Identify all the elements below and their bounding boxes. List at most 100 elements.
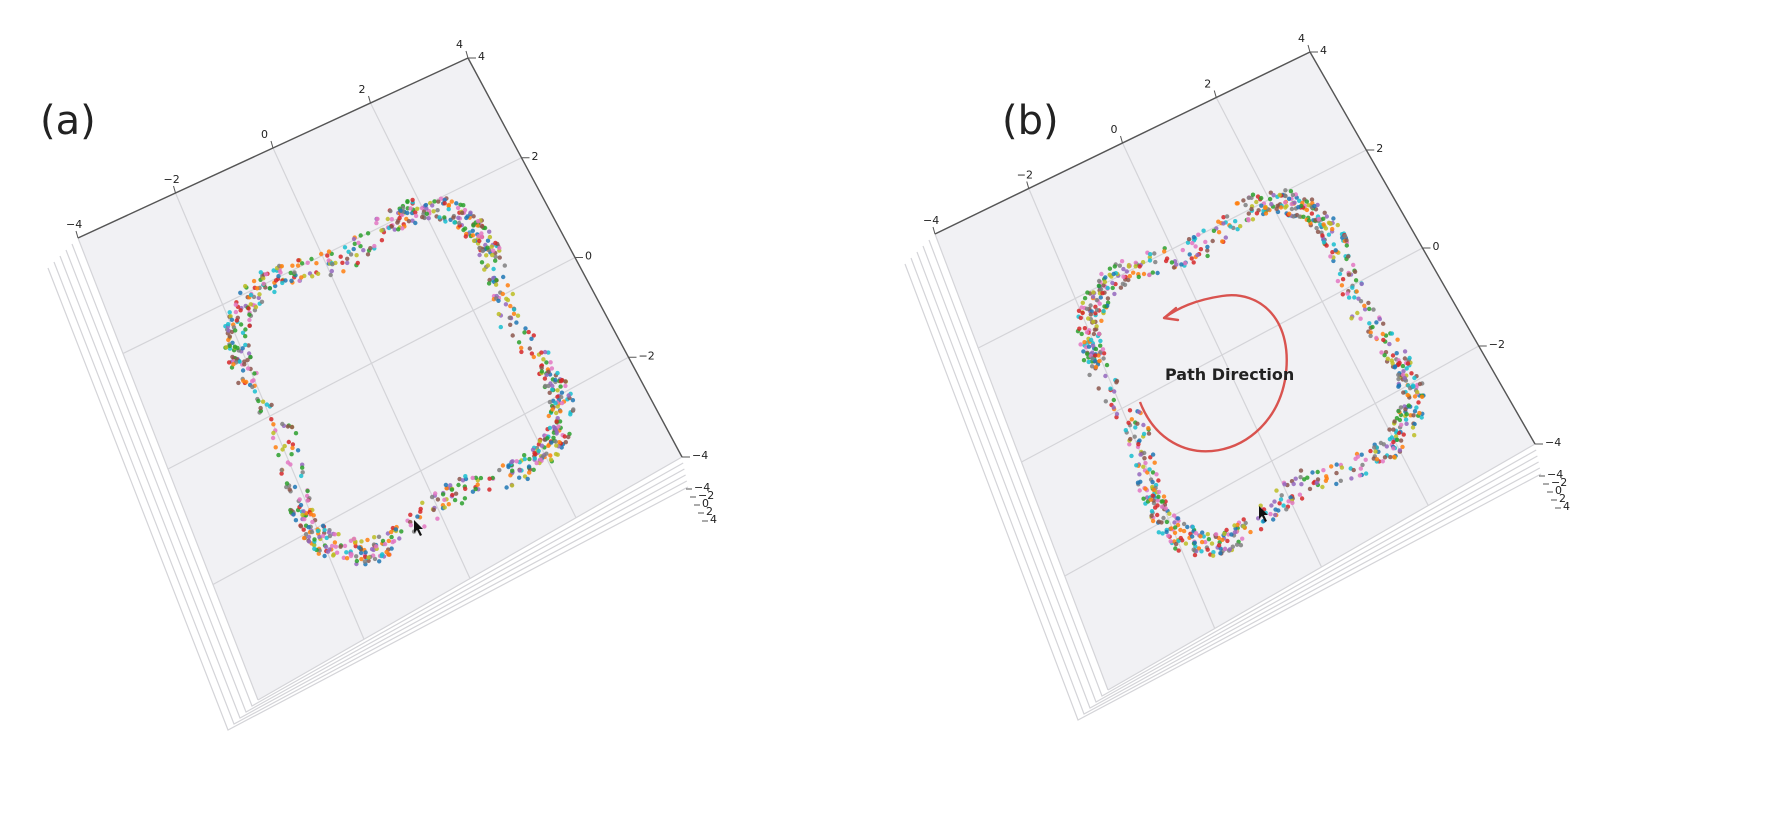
data-point [1174,262,1179,267]
data-point [547,425,553,431]
data-point [326,258,331,263]
data-point [527,346,532,351]
data-point [1309,197,1315,202]
data-point [363,554,368,559]
data-point [1391,454,1397,460]
data-point [355,260,360,266]
data-point [1238,224,1243,229]
data-point [1403,417,1409,422]
y-tick-label: 4 [1320,44,1327,57]
data-point [1135,480,1141,485]
data-point [424,211,430,216]
data-point [230,354,235,360]
data-point [1283,205,1288,210]
data-point [553,401,558,406]
data-point [539,350,544,355]
data-point [1395,437,1400,442]
data-point [1129,453,1134,459]
data-point [1335,222,1340,228]
data-point [1114,411,1120,417]
data-point [1246,211,1251,216]
data-point [334,550,340,555]
data-point [331,553,336,558]
data-point [1094,307,1100,313]
y-tick-label: 2 [1376,142,1383,155]
data-point [1254,211,1260,216]
data-point [515,313,521,318]
data-point [290,442,296,447]
data-point [1291,214,1296,219]
data-point [1091,331,1097,337]
data-point [238,322,244,327]
data-point [1368,333,1373,339]
data-point [546,413,551,419]
data-point [1283,188,1288,193]
data-point [497,245,502,251]
x-tick-label: 0 [1111,123,1118,136]
data-point [245,357,250,363]
data-point [508,303,513,309]
data-point [1288,495,1293,500]
data-point [1146,426,1151,431]
grid-line [257,456,683,701]
data-point [341,269,346,274]
data-point [508,322,513,327]
data-point [1404,366,1409,371]
data-point [550,407,555,412]
data-point [1141,422,1146,428]
data-point [1131,270,1136,275]
data-point [1230,544,1235,549]
data-point [1121,266,1126,272]
data-point [1216,230,1222,235]
data-point [1410,383,1416,388]
data-point [484,253,489,258]
data-point [497,255,502,260]
data-point [557,440,562,445]
data-point [1396,376,1401,382]
data-point [1133,264,1138,269]
data-point [1250,192,1256,197]
data-point [1342,233,1348,239]
data-point [1112,264,1117,269]
data-point [1200,530,1205,535]
data-point [1290,500,1295,506]
data-point [1391,439,1396,445]
data-point [1155,270,1160,276]
data-point [1241,517,1246,522]
data-point [491,275,496,281]
data-point [526,464,532,469]
data-point [1283,193,1288,199]
data-point [1093,353,1098,358]
data-point [1368,330,1373,335]
data-point [1127,274,1132,279]
data-point [272,289,277,295]
data-point [1297,214,1302,219]
data-point [1126,277,1131,283]
data-point [431,507,436,513]
data-point [471,238,477,243]
data-point [247,317,252,323]
data-point [1293,476,1298,481]
data-point [1395,337,1400,342]
y-tick-label: −4 [1545,436,1561,449]
data-point [284,481,290,486]
data-point [299,473,304,479]
data-point [1396,372,1401,378]
depth-layer-line [71,243,684,707]
data-point [354,253,359,258]
data-point [376,534,382,539]
data-point [279,471,284,476]
data-point [363,550,368,555]
data-point [1229,532,1234,537]
data-point [526,329,531,335]
data-point [255,286,260,291]
data-point [342,543,348,549]
data-point [1250,217,1256,222]
data-point [309,529,315,535]
data-point [328,272,333,278]
data-point [1389,358,1394,363]
data-point [1407,355,1412,361]
data-point [1096,353,1101,358]
